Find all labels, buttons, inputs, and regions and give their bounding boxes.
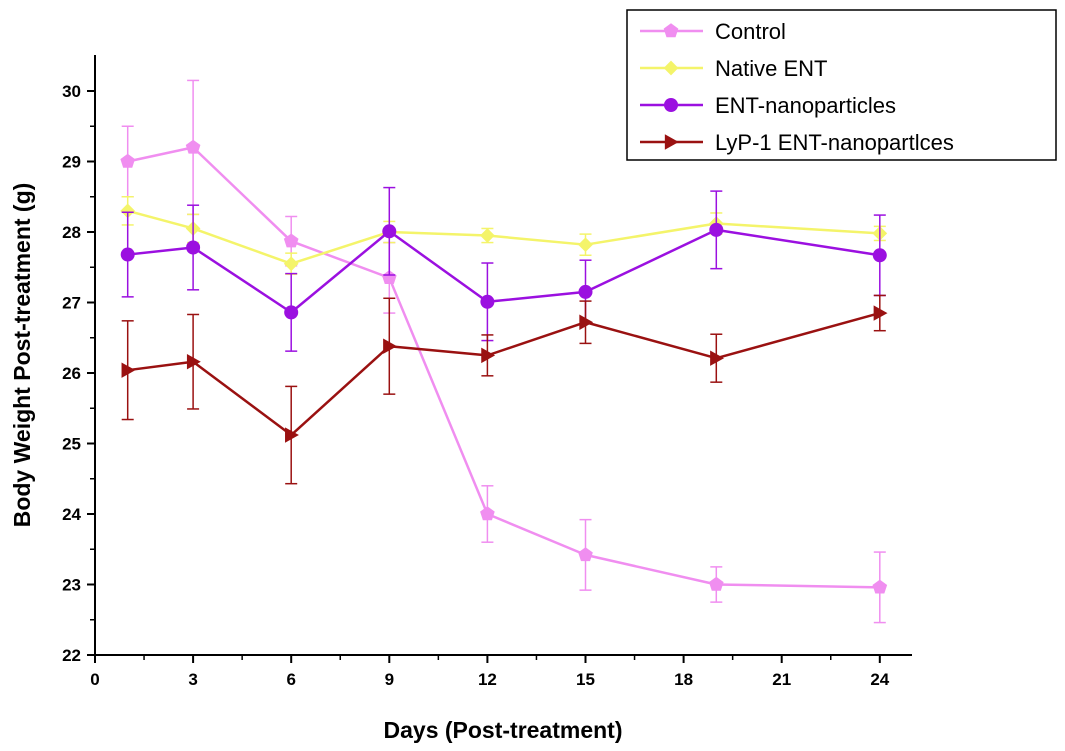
data-point: [285, 427, 299, 443]
legend-label: Control: [715, 19, 786, 44]
data-point: [185, 139, 201, 154]
legend-box: [626, 9, 1057, 161]
legend-item: Native ENT: [640, 56, 827, 81]
data-point: [872, 248, 887, 263]
y-tick-label: 28: [62, 223, 81, 242]
data-point: [186, 354, 201, 370]
legend-item: Control: [640, 19, 786, 44]
y-tick-label: 30: [62, 82, 81, 101]
series-line: [127, 228, 880, 314]
data-point: [578, 547, 593, 562]
legend-swatch-marker: [664, 134, 679, 150]
data-point: [121, 362, 136, 378]
data-point: [186, 240, 201, 255]
series-control: [120, 79, 888, 624]
data-point: [872, 579, 888, 594]
x-tick-label: 21: [772, 670, 791, 689]
x-tick-label: 15: [576, 670, 595, 689]
series-line: [127, 311, 881, 437]
y-tick-label: 24: [62, 505, 81, 524]
x-tick-label: 24: [870, 670, 889, 689]
data-point: [120, 247, 135, 262]
legend-item: LyP-1 ENT-nanopartlces: [640, 130, 954, 155]
data-point: [480, 506, 495, 521]
y-axis-title: Body Weight Post-treatment (g): [9, 183, 35, 528]
data-point: [283, 256, 299, 272]
x-tick-label: 3: [188, 670, 197, 689]
data-point: [578, 284, 593, 299]
legend: Control Native ENT ENT-nanoparticles LyP-1 …: [626, 9, 1057, 161]
data-point: [480, 294, 495, 309]
data-point: [284, 305, 299, 320]
y-tick-label: 25: [62, 435, 81, 454]
data-point: [709, 222, 724, 237]
y-tick-label: 22: [62, 646, 81, 665]
data-point: [578, 237, 593, 253]
y-tick-label: 26: [62, 364, 81, 383]
legend-swatch-marker: [663, 23, 679, 38]
series-lyp-1-ent-nanopartlces: [121, 294, 888, 485]
series-ent-nanoparticles: [120, 186, 887, 352]
legend-label: Native ENT: [715, 56, 827, 81]
x-tick-label: 0: [90, 670, 99, 689]
x-tick-label: 18: [674, 670, 693, 689]
data-point: [710, 350, 724, 366]
x-tick-label: 6: [286, 670, 295, 689]
tick-marks: 0 3 6 9 12 15 18 21 24 22 23 24 25 26 27 28 29 30: [62, 82, 890, 689]
data-point: [382, 224, 397, 239]
data-point: [283, 233, 299, 248]
legend-label: LyP-1 ENT-nanopartlces: [715, 130, 954, 155]
data-point: [480, 228, 495, 243]
legend-swatch-marker: [664, 98, 678, 112]
data-point: [481, 347, 496, 364]
data-point: [579, 314, 594, 330]
data-point: [120, 153, 136, 168]
axes: [94, 55, 912, 656]
data-point: [708, 576, 724, 591]
y-tick-label: 23: [62, 576, 81, 595]
data-point: [381, 270, 397, 285]
series-group: [120, 79, 888, 624]
legend-item: ENT-nanoparticles: [640, 93, 896, 118]
series-line: [127, 209, 880, 265]
legend-label: ENT-nanoparticles: [715, 93, 896, 118]
y-tick-label: 29: [62, 153, 81, 172]
data-point: [873, 305, 888, 321]
x-tick-label: 12: [478, 670, 497, 689]
data-point: [383, 338, 397, 354]
y-tick-label: 27: [62, 294, 81, 313]
x-tick-label: 9: [385, 670, 394, 689]
data-point: [120, 203, 136, 219]
series-line: [127, 146, 880, 589]
x-axis-title: Days (Post-treatment): [384, 717, 623, 743]
legend-swatch-marker: [663, 60, 679, 76]
series-native-ent: [120, 196, 888, 276]
